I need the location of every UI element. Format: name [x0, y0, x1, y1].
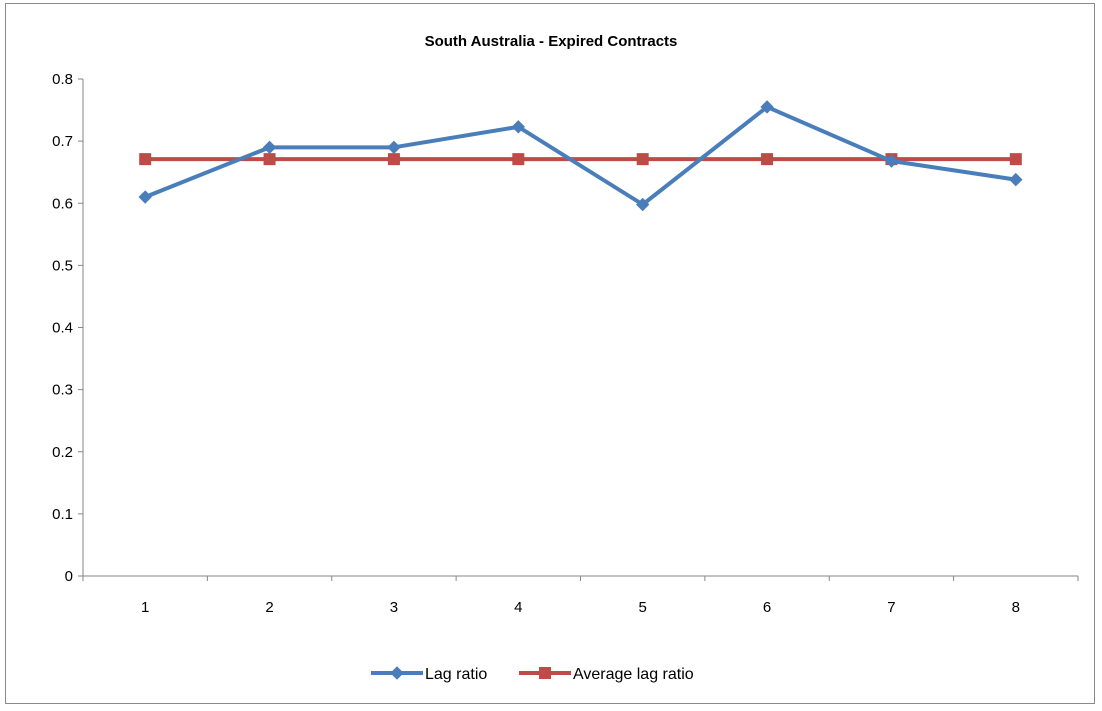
- legend-marker: [390, 666, 404, 680]
- x-tick-label: 4: [514, 599, 522, 616]
- series-average-lag-ratio: [139, 153, 1022, 166]
- y-tick-label: 0.7: [52, 133, 73, 150]
- data-point: [387, 140, 401, 155]
- chart-title: South Australia - Expired Contracts: [425, 33, 678, 50]
- data-point: [1009, 153, 1022, 166]
- data-point: [635, 197, 650, 212]
- data-point: [138, 190, 152, 204]
- y-tick-label: 0.2: [52, 444, 73, 461]
- data-point: [512, 153, 525, 166]
- y-tick-label: 0.3: [52, 382, 73, 399]
- chart-frame: [5, 3, 1095, 704]
- legend-label: Average lag ratio: [573, 666, 694, 683]
- data-point: [636, 153, 649, 166]
- series-lag-ratio: [138, 100, 1023, 212]
- data-point: [511, 120, 526, 134]
- data-point: [760, 100, 774, 114]
- legend-item: Lag ratio: [371, 666, 487, 683]
- data-point: [387, 153, 400, 166]
- y-tick-label: 0: [65, 568, 73, 585]
- x-tick-label: 2: [265, 599, 273, 616]
- data-point: [262, 140, 277, 155]
- data-point: [884, 154, 899, 168]
- series-line: [143, 104, 1018, 207]
- y-tick-label: 0.6: [52, 195, 73, 212]
- legend-item: Average lag ratio: [519, 666, 694, 683]
- x-tick-label: 1: [141, 599, 149, 616]
- x-tick-label: 6: [763, 599, 771, 616]
- data-point: [263, 153, 276, 166]
- axes: 0 0.1 0.2 0.3 0.4 0.5 0.6 0.7 0.8 1 2 3 4 5 6 7 8: [52, 71, 1079, 616]
- y-tick-label: 0.8: [52, 71, 73, 88]
- y-tick-label: 0.1: [52, 506, 73, 523]
- data-point: [761, 153, 774, 166]
- data-point: [1009, 172, 1023, 187]
- x-tick-label: 5: [639, 599, 647, 616]
- x-tick-label: 8: [1012, 599, 1020, 616]
- series-layer: [138, 100, 1023, 212]
- x-tick-label: 7: [887, 599, 895, 616]
- y-tick-label: 0.5: [52, 257, 73, 274]
- legend: Lag ratio Average lag ratio: [371, 666, 694, 683]
- data-point: [139, 153, 152, 166]
- x-tick-label: 3: [390, 599, 398, 616]
- y-tick-label: 0.4: [52, 320, 73, 337]
- legend-marker: [539, 667, 551, 679]
- legend-label: Lag ratio: [425, 666, 487, 683]
